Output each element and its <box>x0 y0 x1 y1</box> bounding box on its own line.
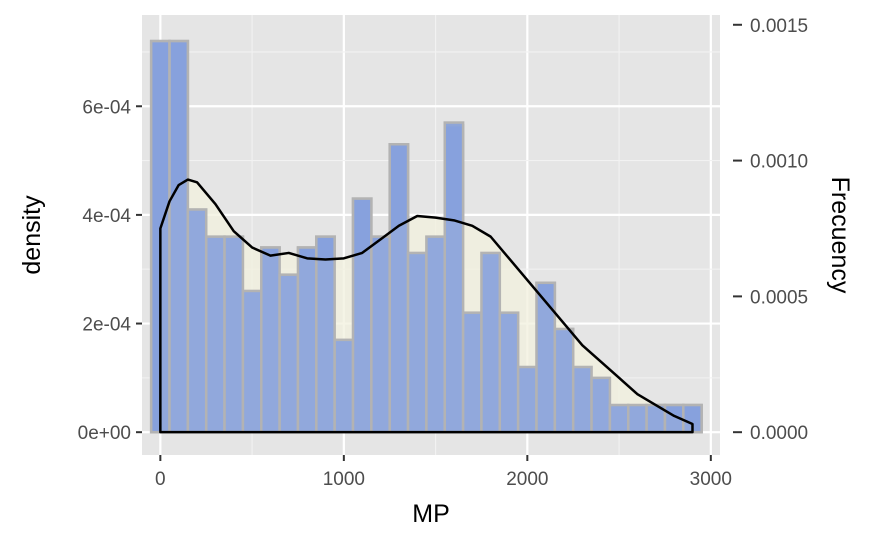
y-tick-label: 6e-04 <box>82 97 131 118</box>
y2-axis-title: Frecuency <box>826 177 854 294</box>
density-bar <box>370 235 391 434</box>
axes: 0 1000 2000 3000 0e+00 2e-04 4e-04 6e-04 0.0000 0… <box>78 16 809 490</box>
density-bar <box>608 403 630 434</box>
y2-tick-label: 0.0015 <box>750 16 808 37</box>
density-bar <box>571 365 593 434</box>
density-bar <box>223 235 245 434</box>
density-bar <box>351 197 373 434</box>
density-bar <box>168 39 190 434</box>
x-tick-label: 2000 <box>506 469 548 490</box>
density-bar <box>480 251 502 434</box>
density-bar <box>241 289 263 434</box>
y2-tick-label: 0.0005 <box>750 287 808 308</box>
density-curve-line <box>159 178 694 434</box>
y-tick-label: 2e-04 <box>82 315 131 336</box>
density-bar <box>516 365 538 434</box>
density-bar <box>406 251 428 434</box>
density-bar <box>627 403 648 434</box>
density-bar <box>443 121 465 434</box>
y-axis-title: density <box>18 195 46 275</box>
y2-tick-label: 0.0010 <box>750 152 808 173</box>
density-bar <box>590 376 612 434</box>
y-tick-label: 4e-04 <box>82 206 131 227</box>
x-tick-label: 0 <box>155 469 166 490</box>
x-tick-label: 3000 <box>690 469 732 490</box>
x-axis-title: MP <box>412 500 450 528</box>
density-curve <box>159 178 694 434</box>
y-tick-label: 0e+00 <box>78 423 131 444</box>
density-bar <box>333 338 355 434</box>
density-bar <box>498 311 520 434</box>
density-bar <box>388 143 410 434</box>
density-bar <box>425 235 447 434</box>
x-tick-label: 1000 <box>323 469 365 490</box>
density-bar <box>553 327 575 434</box>
density-bar <box>204 235 226 434</box>
density-bar <box>296 246 318 434</box>
density-bar <box>315 235 336 434</box>
density-bar <box>260 246 281 434</box>
density-bar <box>186 208 208 434</box>
density-bar <box>278 273 300 434</box>
density-bar <box>535 281 557 434</box>
y2-tick-label: 0.0000 <box>750 423 808 444</box>
density-bar <box>461 311 483 434</box>
